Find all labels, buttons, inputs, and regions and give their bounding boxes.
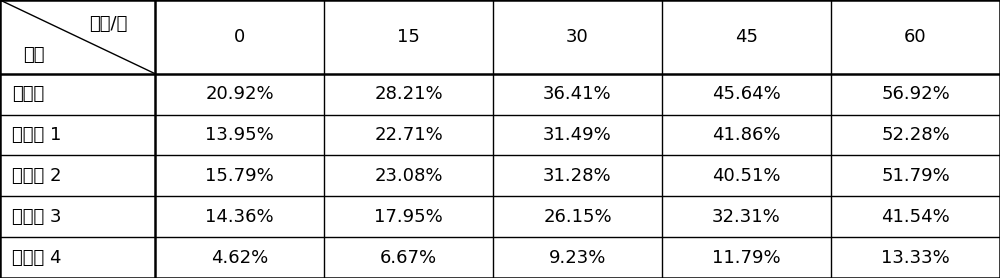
Text: 11.79%: 11.79% (712, 249, 781, 267)
Text: 0: 0 (234, 28, 245, 46)
Text: 13.95%: 13.95% (205, 126, 274, 144)
Text: 对照组 2: 对照组 2 (12, 167, 62, 185)
Text: 对照组 3: 对照组 3 (12, 208, 62, 226)
Text: 17.95%: 17.95% (374, 208, 443, 226)
Text: 处理组: 处理组 (12, 85, 45, 103)
Text: 32.31%: 32.31% (712, 208, 781, 226)
Text: 60: 60 (904, 28, 927, 46)
Text: 15: 15 (397, 28, 420, 46)
Text: 15.79%: 15.79% (205, 167, 274, 185)
Text: 40.51%: 40.51% (712, 167, 781, 185)
Text: 4.62%: 4.62% (211, 249, 268, 267)
Text: 52.28%: 52.28% (881, 126, 950, 144)
Text: 31.49%: 31.49% (543, 126, 612, 144)
Text: 30: 30 (566, 28, 589, 46)
Text: 13.33%: 13.33% (881, 249, 950, 267)
Text: 时间/天: 时间/天 (89, 15, 128, 33)
Text: 9.23%: 9.23% (549, 249, 606, 267)
Text: 56.92%: 56.92% (881, 85, 950, 103)
Text: 28.21%: 28.21% (374, 85, 443, 103)
Text: 处理: 处理 (23, 46, 45, 64)
Text: 41.86%: 41.86% (712, 126, 781, 144)
Text: 23.08%: 23.08% (374, 167, 443, 185)
Text: 14.36%: 14.36% (205, 208, 274, 226)
Text: 41.54%: 41.54% (881, 208, 950, 226)
Text: 31.28%: 31.28% (543, 167, 612, 185)
Text: 对照组 4: 对照组 4 (12, 249, 62, 267)
Text: 26.15%: 26.15% (543, 208, 612, 226)
Text: 6.67%: 6.67% (380, 249, 437, 267)
Text: 45.64%: 45.64% (712, 85, 781, 103)
Text: 20.92%: 20.92% (205, 85, 274, 103)
Text: 对照组 1: 对照组 1 (12, 126, 62, 144)
Text: 36.41%: 36.41% (543, 85, 612, 103)
Text: 51.79%: 51.79% (881, 167, 950, 185)
Text: 45: 45 (735, 28, 758, 46)
Text: 22.71%: 22.71% (374, 126, 443, 144)
